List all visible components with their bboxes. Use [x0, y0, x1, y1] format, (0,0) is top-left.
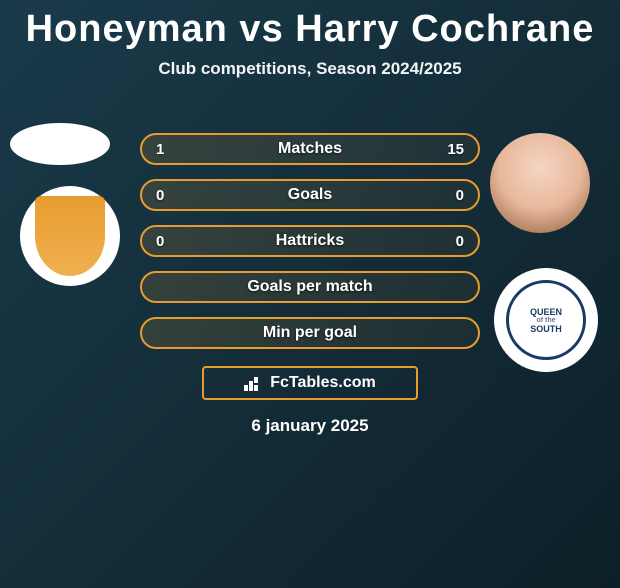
stat-right-value: 0	[434, 233, 464, 250]
club-badge-left	[20, 186, 120, 286]
bar-chart-icon	[244, 375, 264, 391]
stat-row-gpm: Goals per match	[140, 271, 480, 303]
page-title: Honeyman vs Harry Cochrane	[0, 8, 620, 51]
avatar-left-player	[10, 123, 110, 165]
club-right-text-top: QUEEN	[530, 307, 562, 317]
stat-left-value: 1	[156, 141, 186, 158]
club-right-text-of: of the	[530, 317, 562, 324]
avatar-right-player	[490, 133, 590, 233]
date-label: 6 january 2025	[0, 416, 620, 436]
stat-row-hattricks: 0 Hattricks 0	[140, 225, 480, 257]
stat-left-value: 0	[156, 187, 186, 204]
stat-left-value: 0	[156, 233, 186, 250]
club-right-text-bottom: SOUTH	[530, 324, 562, 334]
stat-row-goals: 0 Goals 0	[140, 179, 480, 211]
stat-label: Hattricks	[186, 232, 434, 250]
brand-box: FcTables.com	[202, 366, 418, 400]
stat-row-mpg: Min per goal	[140, 317, 480, 349]
stat-right-value: 15	[434, 141, 464, 158]
subtitle: Club competitions, Season 2024/2025	[0, 59, 620, 79]
stat-label: Goals	[186, 186, 434, 204]
brand-text: FcTables.com	[270, 374, 376, 392]
club-badge-right-ring: QUEEN of the SOUTH	[506, 280, 586, 360]
club-badge-right: QUEEN of the SOUTH	[494, 268, 598, 372]
stat-right-value: 0	[434, 187, 464, 204]
stat-label: Min per goal	[186, 324, 434, 342]
stat-row-matches: 1 Matches 15	[140, 133, 480, 165]
stats-panel: 1 Matches 15 0 Goals 0 0 Hattricks 0 Goa…	[140, 133, 480, 363]
club-badge-left-shield	[35, 196, 105, 276]
stat-label: Matches	[186, 140, 434, 158]
stat-label: Goals per match	[186, 278, 434, 296]
